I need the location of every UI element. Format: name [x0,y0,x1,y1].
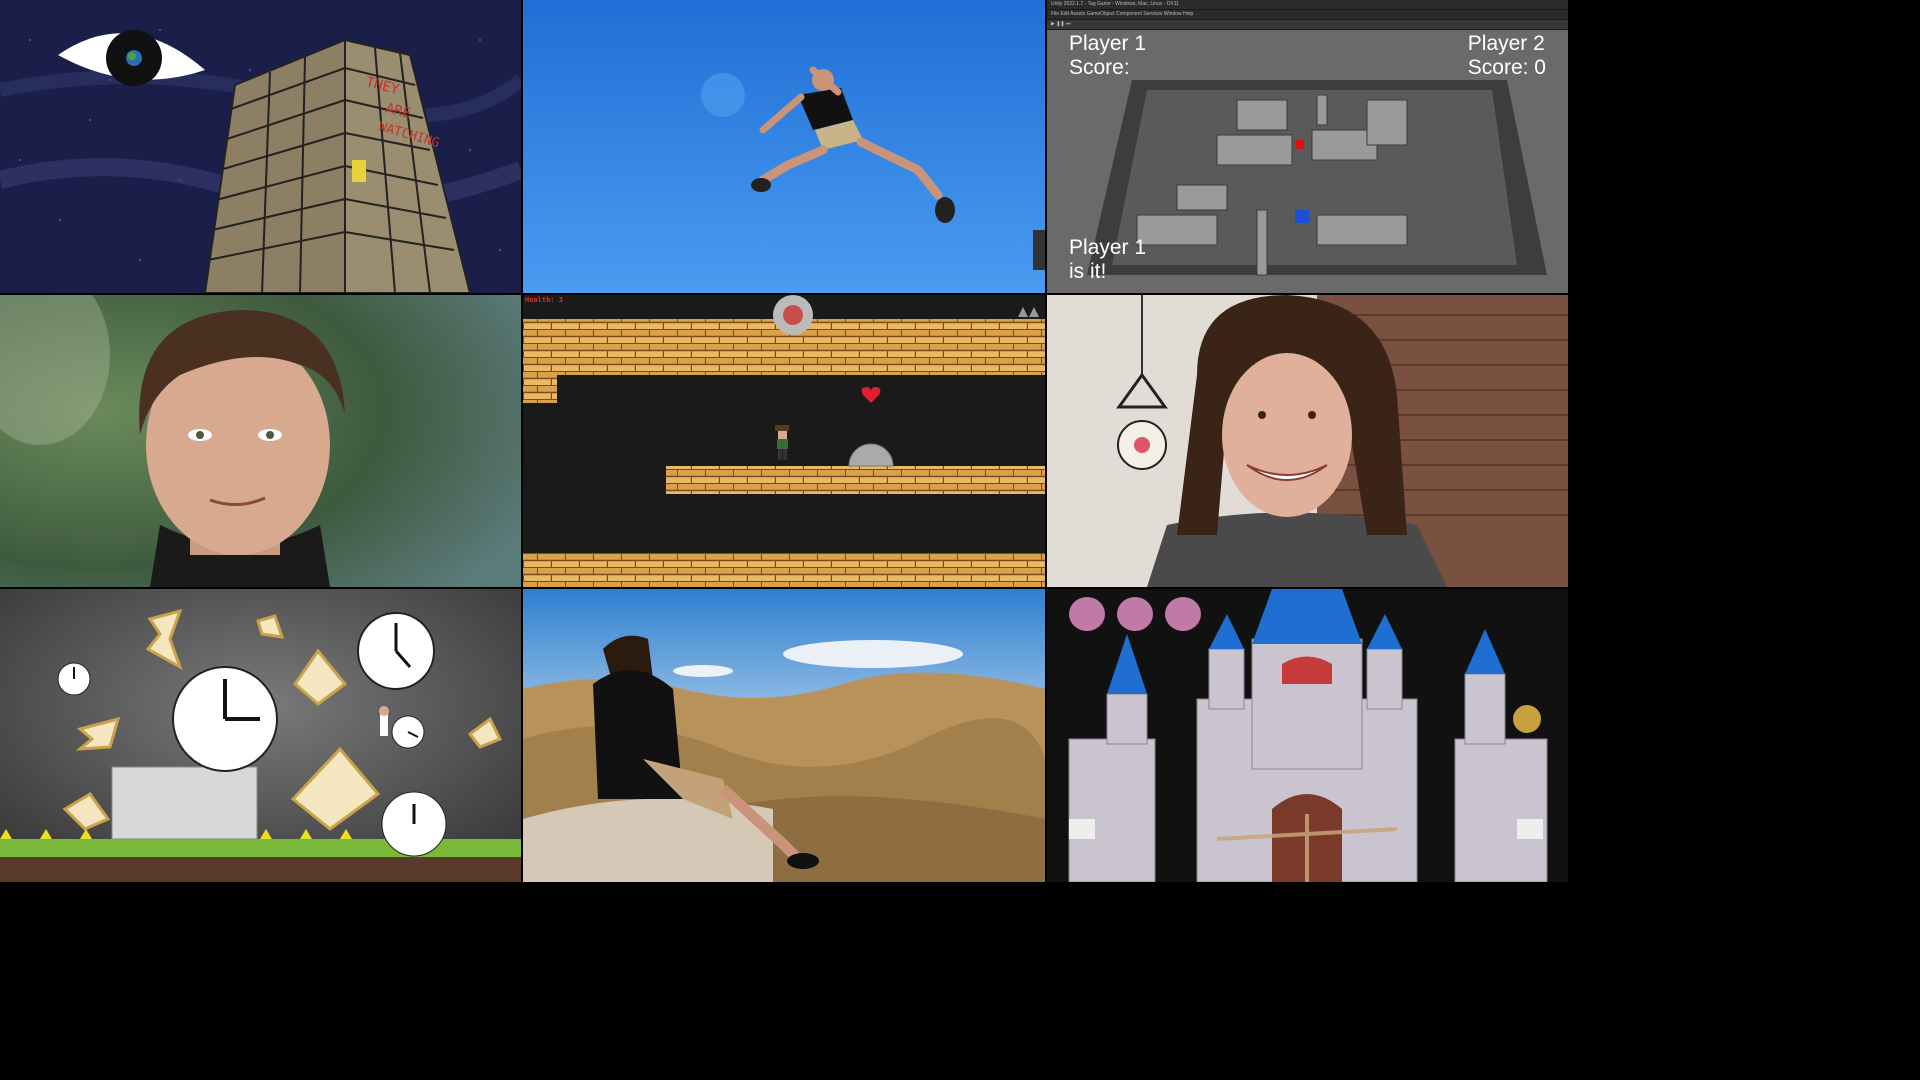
clock-icon [57,662,91,696]
editor-title: Unity 2022.1.7 - Tag Game - Windows, Mac… [1047,0,1568,10]
player2-score: Score: 0 [1467,56,1546,79]
portrait-outdoor [0,295,521,587]
player2-name: Player 2 [1467,32,1545,55]
clock-icon [357,612,435,690]
eye-icon [58,30,205,86]
clock-icon [391,715,425,749]
player1-hud: Player 1 Score: [1069,32,1146,80]
they-are-watching-art: THEY ARE WATCHING [0,0,521,293]
hills-photo [523,589,1045,882]
unity-editor-toolbar: Unity 2022.1.7 - Tag Game - Windows, Mac… [1047,0,1568,30]
tag-status: Player 1 is it! [1069,236,1146,284]
castle-roofs [1107,589,1505,694]
health-counter: Health: 3 [525,296,563,304]
player2-hud: Player 2 Score: 0 [1468,32,1546,80]
clock-icon [172,666,278,772]
saw-blade-icon [773,295,813,335]
clock-icon [381,791,447,857]
editor-play-controls: ▶ ❚❚ ⏭ [1047,20,1568,30]
tag-status-line2: is it! [1069,260,1107,283]
portrait-indoor-smiling [1047,295,1568,587]
heart-icon [861,387,881,403]
castle-game [1047,589,1568,882]
crossbow [1216,814,1398,882]
platformer-game: Health: 3 [523,295,1045,587]
player1-name: Player 1 [1069,32,1147,55]
jumping-photo [523,0,1045,293]
jumping-person [751,66,955,223]
unity-tag-game: Unity 2022.1.7 - Tag Game - Windows, Mac… [1047,0,1568,293]
image-collage: THEY ARE WATCHING [0,0,1568,882]
editor-menu: File Edit Assets GameObject Component Se… [1047,10,1568,20]
saw-blade-icon [848,443,894,467]
tag-status-line1: Player 1 [1069,236,1147,259]
hourglass-icon [62,608,503,831]
building-word-2: ARE [384,100,412,122]
heart-icon [1069,597,1201,631]
sitting-person [593,635,819,869]
clocks-game [0,589,521,882]
player1-score: Score: [1069,56,1130,79]
player-character [775,425,789,460]
